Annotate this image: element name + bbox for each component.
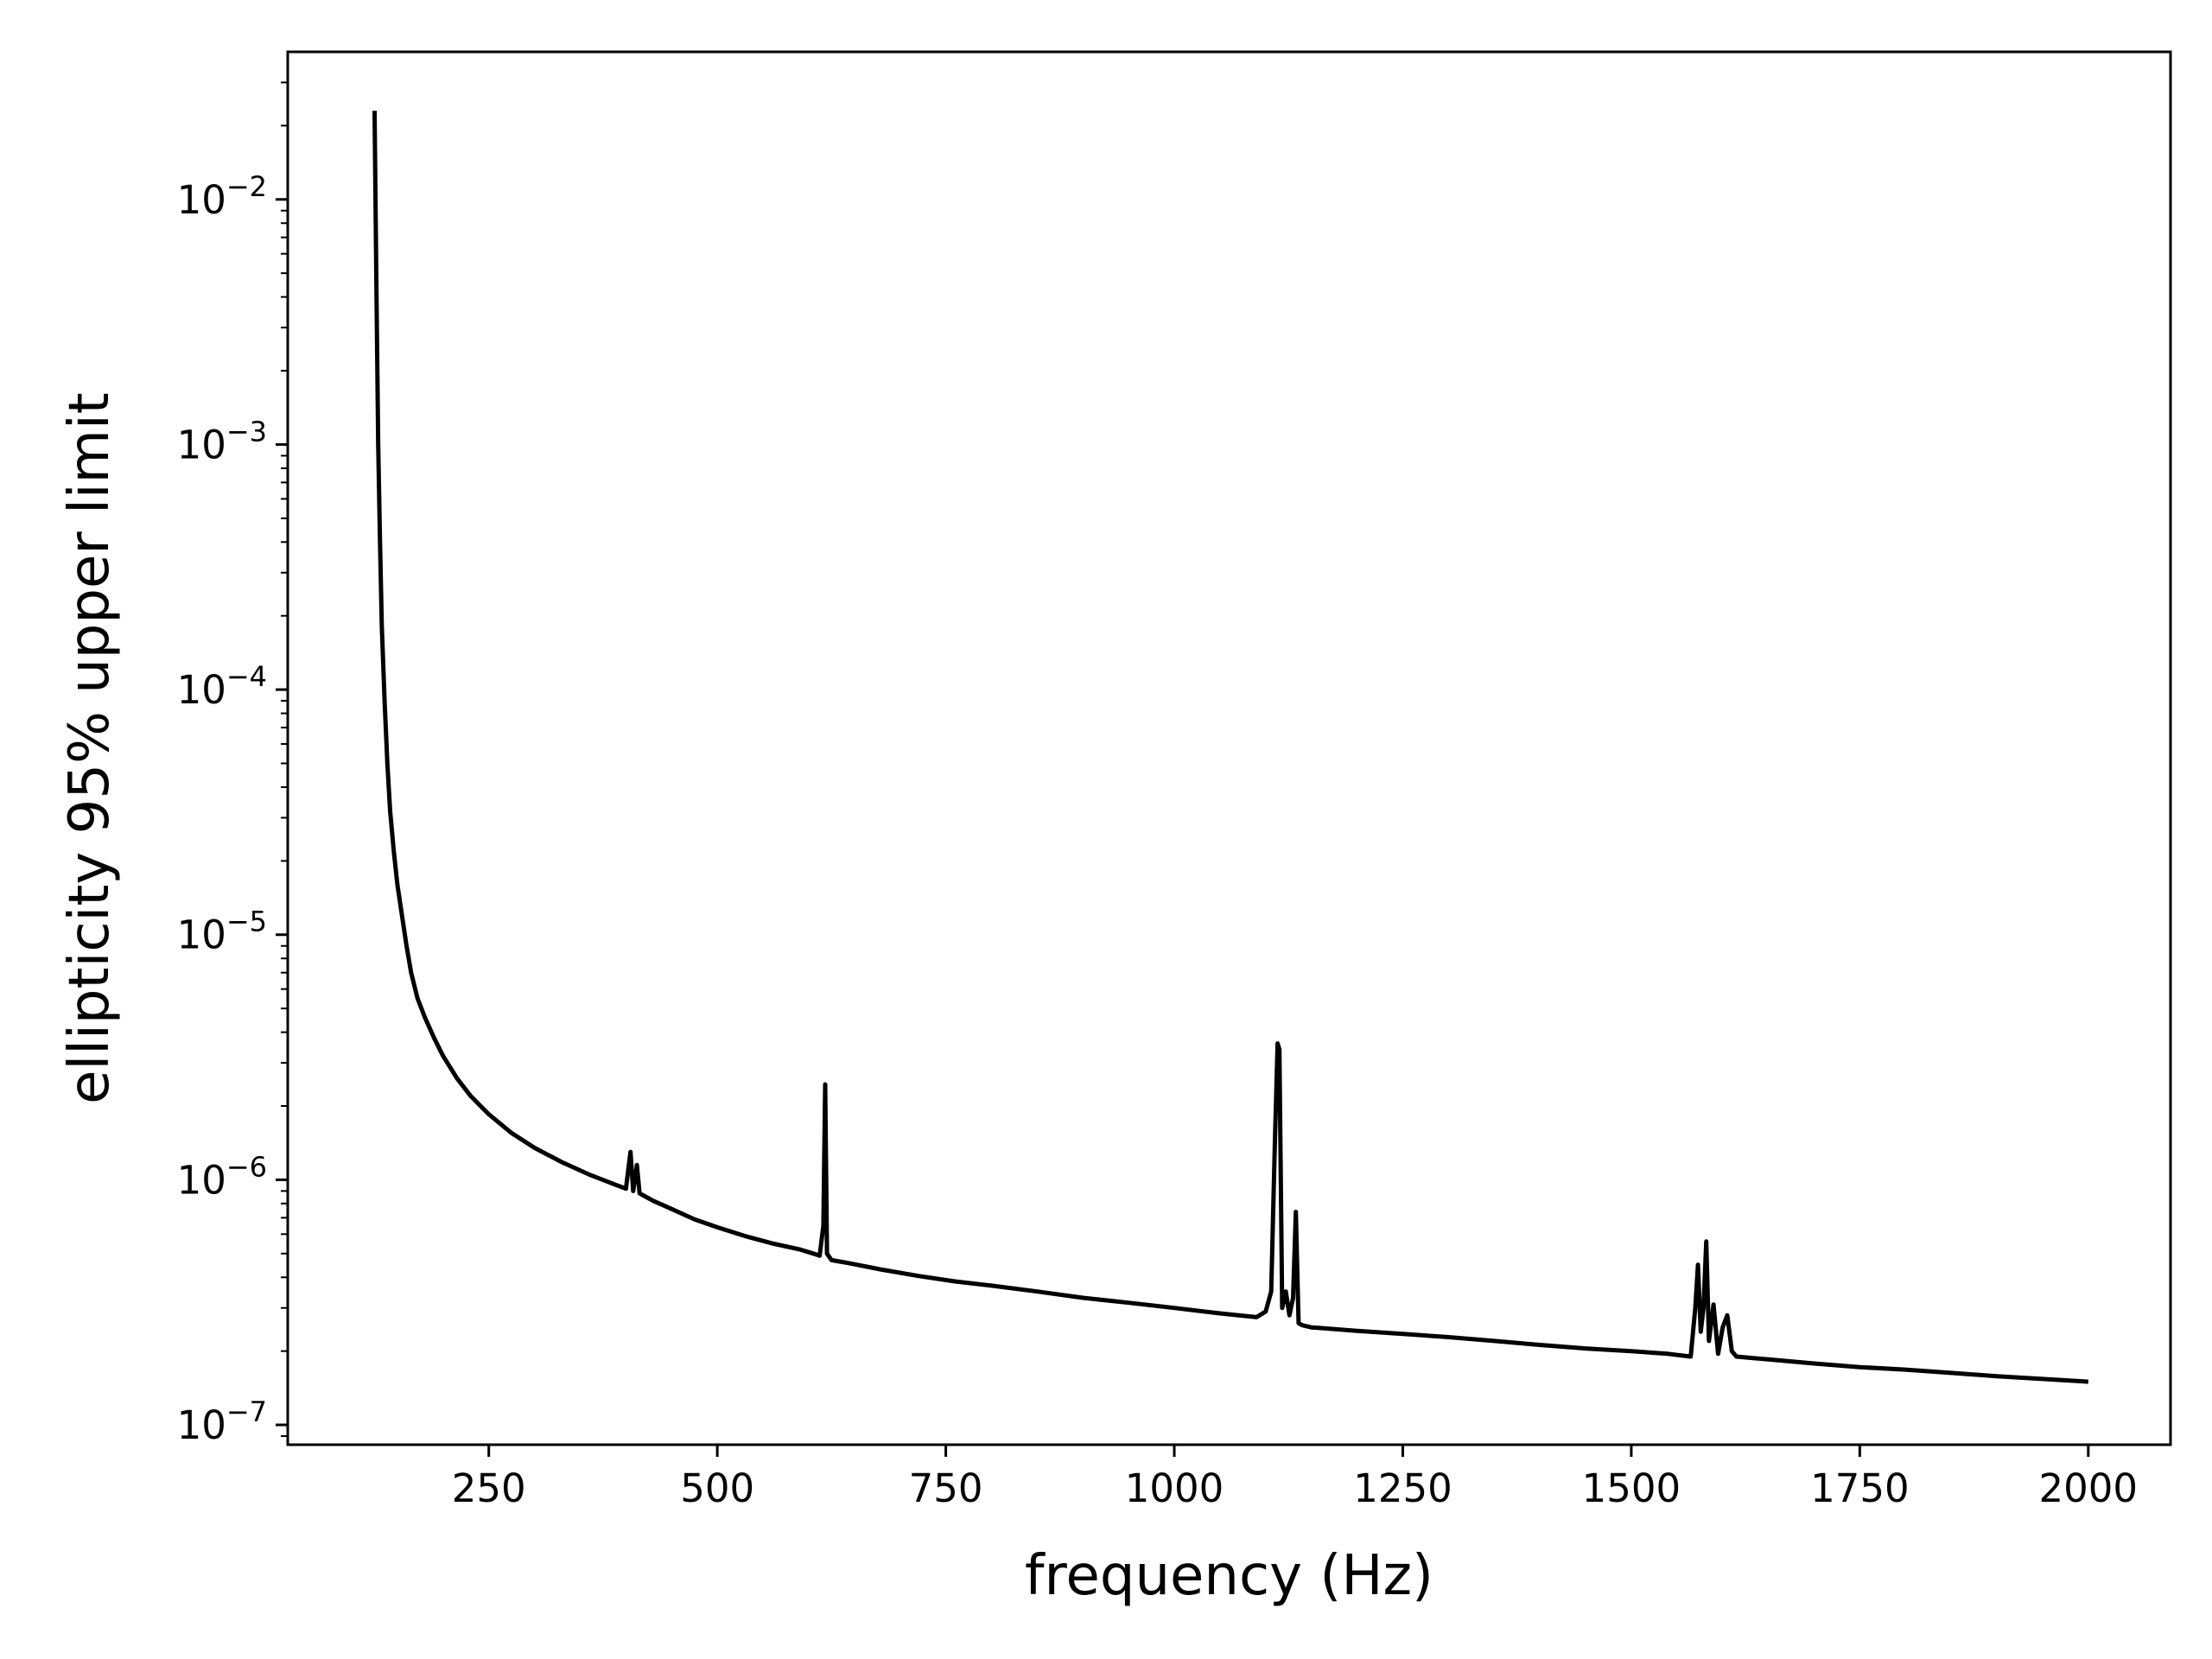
- y-tick-label: 10−3: [177, 415, 267, 467]
- x-tick-label: 1750: [1810, 1465, 1910, 1511]
- y-axis-label: ellipticity 95% upper limit: [58, 392, 122, 1104]
- y-tick-label: 10−2: [177, 170, 267, 223]
- x-axis-label: frequency (Hz): [1025, 1544, 1433, 1608]
- x-axis-ticks: 250 500 750 1000 1250 1500 1750 2000: [452, 1445, 2138, 1511]
- plot-frame: [286, 50, 2172, 1446]
- x-tick-label: 250: [452, 1465, 526, 1511]
- x-tick-label: 2000: [2039, 1465, 2139, 1511]
- y-tick-label: 10−6: [177, 1150, 267, 1203]
- y-axis-ticks: 10−7 10−6 10−5 10−4 10−3 10−2: [177, 170, 288, 1448]
- y-tick-label: 10−4: [177, 660, 267, 713]
- plot-lines: [372, 111, 2088, 1384]
- x-tick-label: 500: [680, 1465, 754, 1511]
- x-tick-label: 1000: [1125, 1465, 1224, 1511]
- series-line: [372, 111, 2088, 1384]
- x-tick-label: 1250: [1353, 1465, 1452, 1511]
- y-tick-label: 10−7: [177, 1395, 267, 1448]
- y-tick-label: 10−5: [177, 906, 267, 958]
- x-tick-label: 750: [909, 1465, 983, 1511]
- x-tick-label: 1500: [1582, 1465, 1681, 1511]
